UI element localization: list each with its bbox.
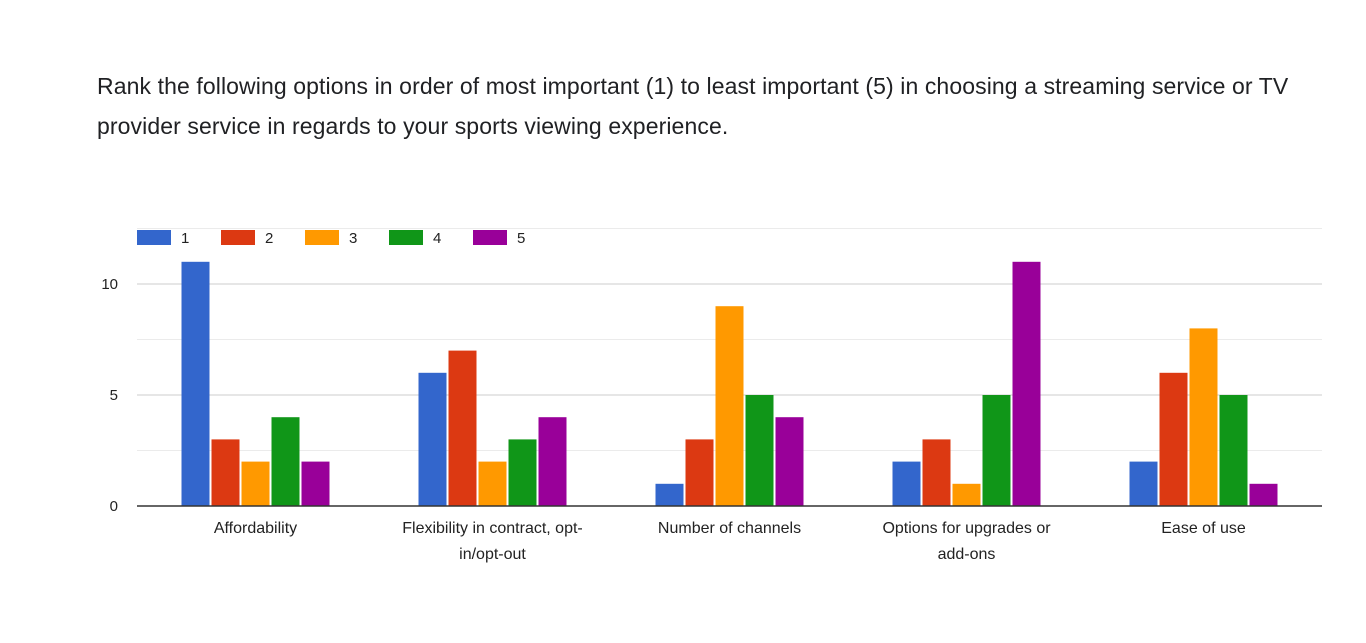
bar-series-3-cat-3 [952,483,981,506]
bar-series-1-cat-1 [418,372,447,506]
legend-label-1: 1 [181,230,189,247]
bar-series-3-cat-2 [715,306,744,506]
bar-series-3-cat-4 [1189,328,1218,506]
legend-swatch-3 [305,230,339,245]
bar-series-5-cat-2 [775,417,804,506]
bar-series-4-cat-3 [982,395,1011,506]
bar-series-3-cat-1 [478,461,507,506]
bar-series-1-cat-4 [1129,461,1158,506]
bar-series-5-cat-4 [1249,483,1278,506]
category-label: add-ons [938,546,996,563]
bar-series-2-cat-3 [922,439,951,506]
x-axis-labels: Affordability Flexibility in contract, op… [214,520,1246,563]
bar-series-4-cat-0 [271,417,300,506]
bar-series-5-cat-0 [301,461,330,506]
category-label: Ease of use [1161,520,1246,537]
category-label: in/opt-out [459,546,526,563]
legend-label-2: 2 [265,230,273,247]
legend-label-5: 5 [517,230,525,247]
bars [181,261,1278,506]
legend-label-4: 4 [433,230,441,247]
y-tick-label: 5 [110,387,118,404]
bar-series-2-cat-2 [685,439,714,506]
legend-label-3: 3 [349,230,357,247]
question-title: Rank the following options in order of m… [97,73,1289,139]
bar-series-5-cat-3 [1012,261,1041,506]
bar-series-1-cat-3 [892,461,921,506]
y-tick-label: 10 [101,276,118,293]
category-label: Number of channels [658,520,801,537]
bar-series-2-cat-4 [1159,372,1188,506]
legend-swatch-2 [221,230,255,245]
y-tick-label: 0 [110,498,118,515]
bar-series-4-cat-4 [1219,395,1248,506]
legend-swatch-4 [389,230,423,245]
bar-series-4-cat-2 [745,395,774,506]
legend-swatch-1 [137,230,171,245]
bar-series-3-cat-0 [241,461,270,506]
category-label: Options for upgrades or [882,520,1051,537]
bar-series-1-cat-2 [655,483,684,506]
bar-series-2-cat-0 [211,439,240,506]
bar-series-1-cat-0 [181,261,210,506]
legend: 1 2 3 4 5 [137,230,525,247]
y-axis-ticks: 0 5 10 [101,276,118,515]
category-label: Affordability [214,520,297,537]
bar-series-4-cat-1 [508,439,537,506]
legend-swatch-5 [473,230,507,245]
bar-series-2-cat-1 [448,350,477,506]
bar-series-5-cat-1 [538,417,567,506]
category-label: Flexibility in contract, opt- [402,520,583,537]
